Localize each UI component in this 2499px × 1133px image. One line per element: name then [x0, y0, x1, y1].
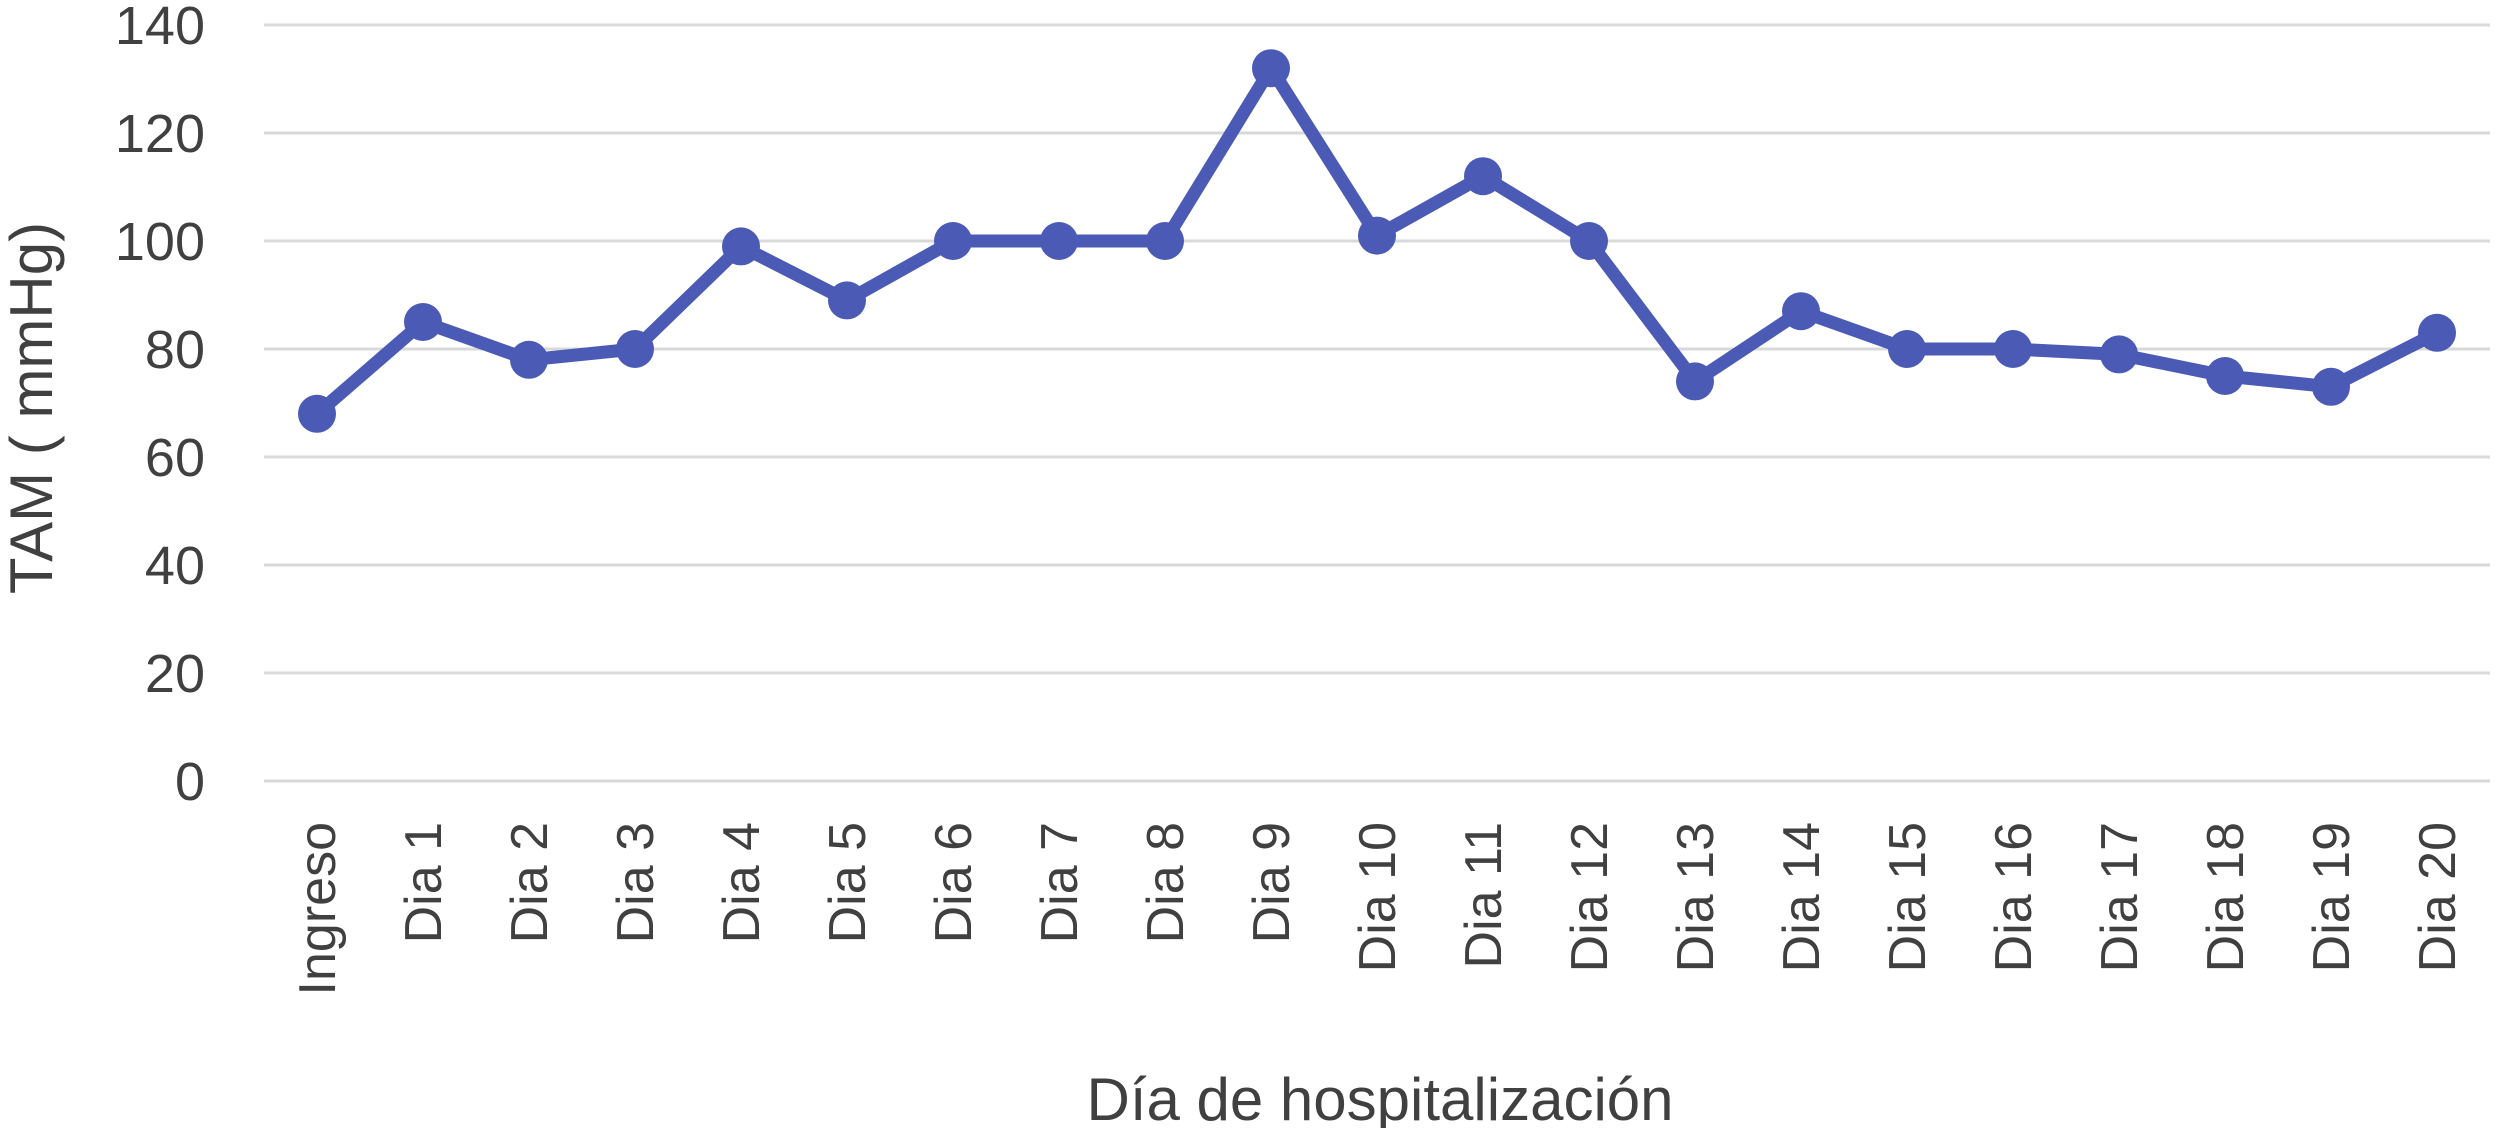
y-axis-title: TAM ( mmHg) — [0, 222, 65, 594]
data-point — [298, 394, 336, 433]
data-point — [2206, 357, 2244, 395]
x-tick-label: Dia 7 — [1031, 822, 1089, 943]
y-tick-label: 0 — [175, 752, 205, 812]
data-point — [828, 281, 866, 320]
y-tick-label: 80 — [145, 320, 205, 380]
data-point — [616, 330, 654, 368]
x-tick-label: Dia 18 — [2197, 822, 2255, 972]
gridlines — [264, 23, 2490, 783]
data-point — [1252, 49, 1290, 88]
data-point — [1358, 216, 1396, 255]
x-tick-label: Dia 2 — [501, 822, 559, 943]
y-tick-label: 20 — [145, 644, 205, 704]
x-tick-label: Dia 1 — [395, 822, 453, 943]
x-axis-title: Día de hospitalización — [1086, 1066, 1673, 1128]
y-tick-label: 100 — [115, 212, 205, 272]
data-point — [2418, 313, 2456, 352]
x-tick-label: Dia 12 — [1561, 822, 1619, 972]
y-tick-label: 140 — [115, 0, 205, 56]
x-tick-label: Dia 16 — [1985, 822, 2043, 972]
x-tick-label: Dia 19 — [2303, 822, 2361, 972]
x-tick-label: Ingreso — [289, 822, 347, 995]
x-tick-label: Dia 14 — [1773, 822, 1831, 972]
x-tick-label: Dia 3 — [607, 822, 665, 943]
data-point — [2312, 367, 2350, 406]
data-point — [1570, 222, 1608, 260]
data-point — [1040, 222, 1078, 260]
data-point — [1994, 330, 2032, 368]
data-point — [404, 303, 442, 341]
data-point — [510, 340, 548, 379]
data-point — [1888, 330, 1926, 368]
x-tick-label: Dia 5 — [819, 822, 877, 943]
y-tick-label: 120 — [115, 104, 205, 164]
data-point — [1782, 292, 1820, 331]
x-tick-label: Dia 11 — [1455, 822, 1513, 968]
x-axis-ticks: Ingreso Dia 1 Dia 2 Dia 3 Dia 4 Dia 5 Dia 6 Dia… — [289, 822, 2467, 995]
data-point — [1146, 222, 1184, 260]
x-tick-label: Dia 13 — [1667, 822, 1725, 972]
data-point — [934, 222, 972, 260]
data-point — [722, 227, 760, 266]
data-point — [1676, 362, 1714, 401]
y-tick-label: 40 — [145, 536, 205, 596]
x-tick-label: Dia 10 — [1349, 822, 1407, 972]
series-layer — [298, 49, 2456, 433]
data-point — [1464, 157, 1502, 196]
x-tick-label: Dia 20 — [2409, 822, 2467, 972]
x-tick-label: Dia 4 — [713, 822, 771, 943]
x-tick-label: Dia 9 — [1243, 822, 1301, 943]
data-point — [2100, 335, 2138, 374]
y-axis-ticks: 0 20 40 60 80 100 120 140 — [115, 0, 205, 812]
x-tick-label: Dia 15 — [1879, 822, 1937, 972]
x-tick-label: Dia 6 — [925, 822, 983, 943]
y-tick-label: 60 — [145, 428, 205, 488]
x-tick-label: Dia 17 — [2091, 822, 2149, 972]
x-tick-label: Dia 8 — [1137, 822, 1195, 943]
